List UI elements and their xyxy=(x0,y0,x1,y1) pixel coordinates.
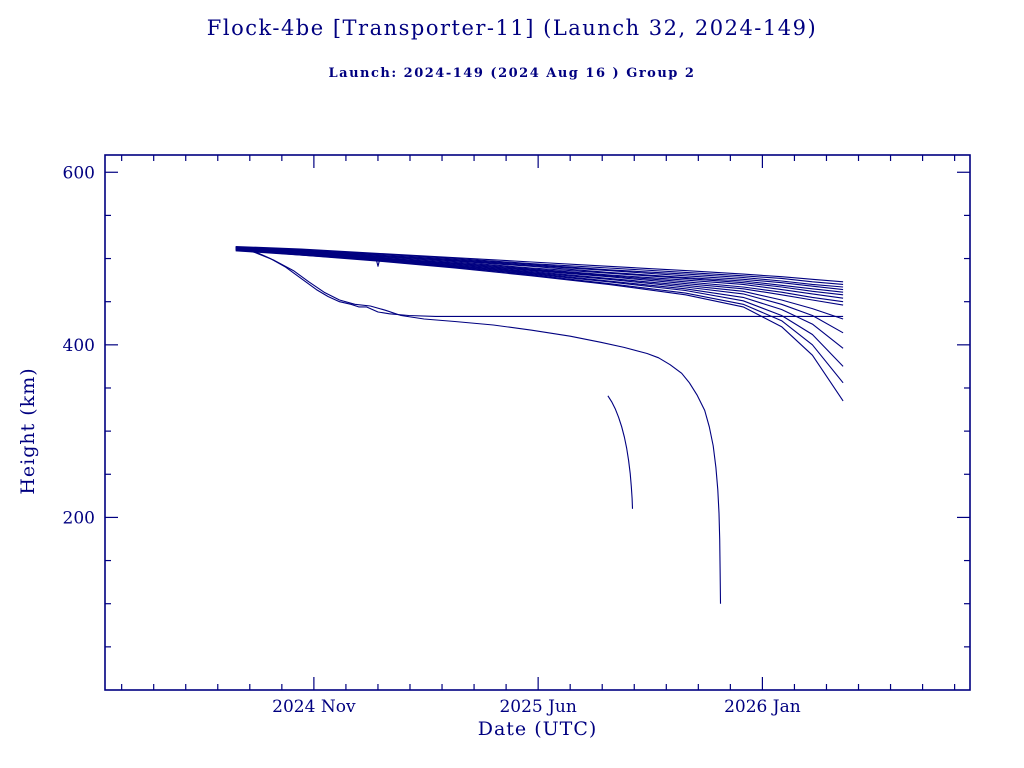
plot-frame xyxy=(104,154,971,691)
decay-line xyxy=(235,246,844,285)
x-tick-label: 2025 Jun xyxy=(499,697,576,717)
decay-line xyxy=(235,247,844,296)
decay-line xyxy=(235,249,844,349)
chart-title: Flock-4be [Transporter-11] (Launch 32, 2… xyxy=(206,16,818,40)
x-axis-label: Date (UTC) xyxy=(477,718,598,740)
x-tick-label: 2026 Jan xyxy=(724,697,801,717)
decay-line xyxy=(235,247,844,293)
chart-subtitle: Launch: 2024-149 (2024 Aug 16 ) Group 2 xyxy=(328,66,696,81)
y-axis-label: Height (km) xyxy=(17,367,39,495)
decay-line xyxy=(235,246,722,604)
decay-line xyxy=(607,395,634,509)
y-tick-label: 600 xyxy=(63,163,95,183)
decay-line xyxy=(235,250,844,402)
y-tick-label: 400 xyxy=(63,336,95,356)
x-tick-label: 2024 Nov xyxy=(272,697,356,717)
y-tick-label: 200 xyxy=(63,508,95,528)
decay-line xyxy=(235,245,844,283)
decay-line xyxy=(235,246,844,288)
decay-line xyxy=(235,248,844,334)
decay-line xyxy=(235,248,844,303)
decay-line xyxy=(235,248,844,320)
